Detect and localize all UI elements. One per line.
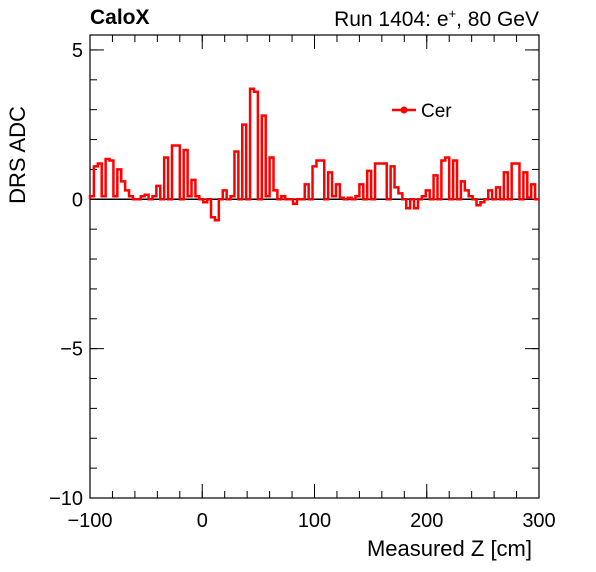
- y-tick-label: 0: [72, 189, 83, 211]
- legend-label: Cer: [421, 101, 452, 122]
- x-tick-label: 0: [197, 510, 208, 532]
- header-left: CaloX: [90, 6, 150, 29]
- minor-ticks: [89, 35, 540, 499]
- tick-labels: −100 0 100 200 300 −10 −5 0 5: [49, 40, 556, 532]
- y-tick-label: −5: [60, 339, 83, 361]
- series-group: [88, 87, 539, 222]
- x-axis-label: Measured Z [cm]: [367, 536, 532, 561]
- plot-frame: [89, 34, 540, 499]
- series-line-cer: [88, 87, 539, 222]
- header-right-suffix: , 80 GeV: [456, 8, 539, 31]
- legend: Cer: [392, 101, 452, 122]
- legend-marker: [400, 106, 408, 114]
- y-tick-label: 5: [72, 40, 83, 62]
- x-tick-label: −100: [67, 510, 112, 532]
- x-tick-label: 300: [522, 510, 555, 532]
- header-right: Run 1404: e+, 80 GeV: [334, 6, 539, 32]
- header-right-prefix: Run 1404: e: [334, 8, 449, 31]
- y-axis-label: DRS ADC: [5, 106, 30, 204]
- major-ticks: [89, 35, 540, 499]
- header-right-sup: +: [448, 6, 457, 21]
- x-tick-label: 100: [298, 510, 331, 532]
- x-tick-label: 200: [410, 510, 443, 532]
- y-tick-label: −10: [49, 488, 83, 510]
